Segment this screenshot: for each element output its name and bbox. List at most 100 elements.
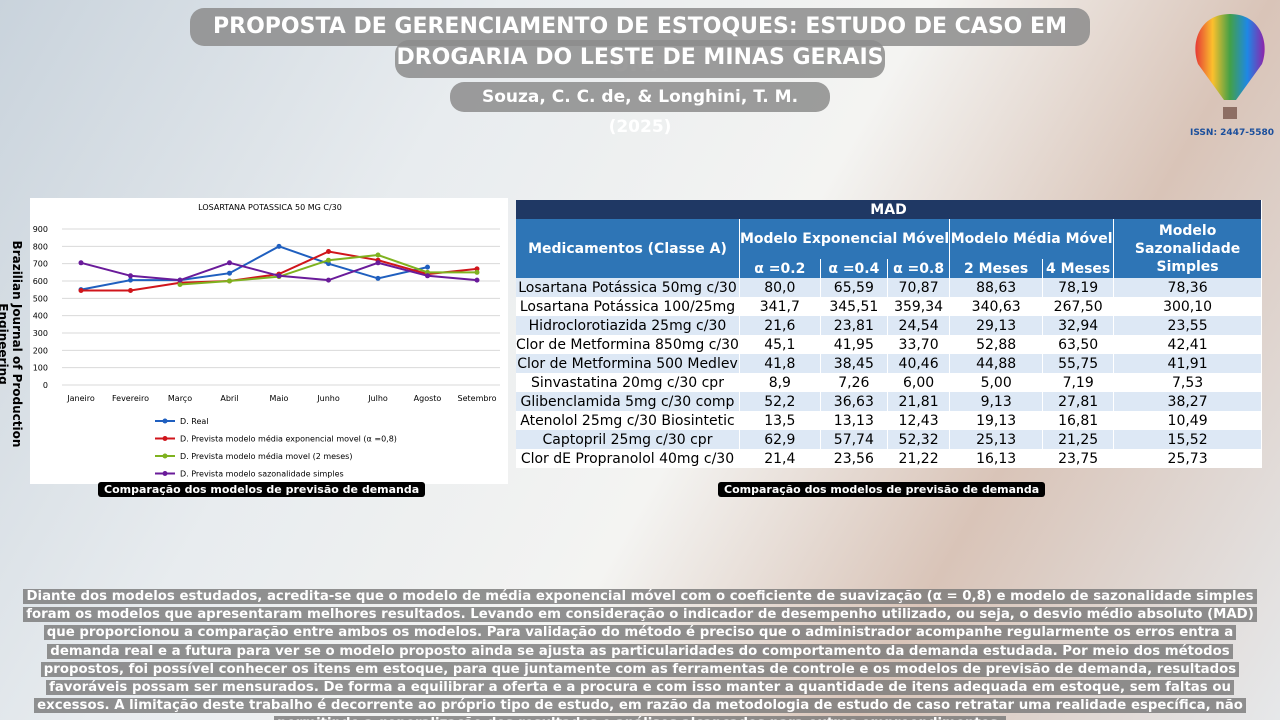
row: Clor de Metformina 500 Medlev 41,8 38,45 40…: [516, 354, 1262, 373]
cell: 32,94: [1042, 316, 1115, 335]
cell: 41,95: [820, 335, 889, 354]
cell: Modelo Média Móvel: [949, 219, 1115, 259]
x-tick-label: Abril: [220, 394, 238, 403]
cell: 40,46: [887, 354, 951, 373]
row: Medicamentos (Classe A) Modelo Exponencia…: [516, 219, 1262, 278]
chart-title: LOSARTANA POTASSICA 50 MG C/30: [198, 203, 342, 212]
point: [375, 275, 381, 281]
cell: 23,81: [820, 316, 889, 335]
cell: 2 Meses: [949, 259, 1044, 278]
row: Sinvastatina 20mg c/30 cpr 8,9 7,26 6,00 5,0…: [516, 373, 1262, 392]
row: Captopril 25mg c/30 cpr 62,9 57,74 52,32 25,…: [516, 430, 1262, 449]
point: [227, 278, 232, 284]
point: [425, 269, 430, 275]
y-tick-label: 300: [33, 329, 48, 338]
journal-name: Brazilian Journal of Production Engineer…: [0, 240, 24, 448]
series-line: [80, 245, 428, 291]
row: Losartana Potássica 100/25mg 341,7 345,51 3…: [516, 297, 1262, 316]
cell: α =0.8: [887, 259, 951, 278]
point: [326, 257, 331, 263]
cell: 21,6: [739, 316, 821, 335]
title: PROPOSTA DE GERENCIAMENTO DE ESTOQUES: E…: [190, 8, 1090, 77]
cell: Losartana Potássica 100/25mg: [516, 297, 740, 316]
cell: 300,10: [1113, 297, 1262, 316]
cell: 41,91: [1113, 354, 1262, 373]
cell: Atenolol 25mg c/30 Biosintetic: [516, 411, 740, 430]
point: [177, 277, 183, 283]
cell: Clor de Metformina 500 Medlev: [516, 354, 740, 373]
cell: MAD: [516, 200, 1262, 219]
caption: Comparação dos modelos de previsão de de…: [98, 482, 426, 497]
point: [276, 273, 282, 279]
cell: Clor de Metformina 850mg c/30: [516, 335, 740, 354]
cell: 10,49: [1113, 411, 1262, 430]
cell: 345,51: [820, 297, 889, 316]
series-line: [81, 250, 478, 292]
x-tick-label: Fevereiro: [112, 394, 149, 403]
x-tick-label: Agosto: [414, 394, 442, 403]
y-tick-label: 500: [33, 294, 48, 303]
cell: 341,7: [739, 297, 821, 316]
point: [474, 269, 480, 275]
y-tick-label: 200: [33, 346, 48, 355]
cell: 4 Meses: [1042, 259, 1115, 278]
cell: 38,45: [820, 354, 889, 373]
cell: 359,34: [887, 297, 951, 316]
legend-label: D. Prevista modelo sazonalidade simples: [180, 470, 344, 479]
cell: 19,13: [949, 411, 1044, 430]
point: [78, 260, 84, 266]
issn: ISSN: 2447-5580: [1190, 128, 1275, 138]
cell: 25,73: [1113, 449, 1262, 468]
cell: 24,54: [887, 316, 951, 335]
cell: 52,88: [949, 335, 1044, 354]
cell: 7,53: [1113, 373, 1262, 392]
cell: 88,63: [949, 278, 1044, 297]
chart: LOSARTANA POTASSICA 50 MG C/30 0 100 200 30…: [30, 198, 508, 484]
cell: 6,00: [887, 373, 951, 392]
x-tick-label: Setembro: [458, 394, 497, 403]
x-tick-label: Janeiro: [66, 394, 95, 403]
cell: 65,59: [820, 278, 889, 297]
cell: 12,43: [887, 411, 951, 430]
cell: 42,41: [1113, 335, 1262, 354]
summary-text: Diante dos modelos estudados, acredita-s…: [23, 589, 1257, 720]
point: [227, 260, 232, 266]
cell: Sinvastatina 20mg c/30 cpr: [516, 373, 740, 392]
cell: 23,75: [1042, 449, 1115, 468]
mad-table: MAD Medicamentos (Classe A) Modelo Exponen…: [516, 200, 1262, 468]
title: DROGARIA DO LESTE DE MINAS GERAIS: [395, 40, 885, 78]
cell: 52,2: [739, 392, 821, 411]
y-tick-label: 800: [33, 242, 48, 251]
point: [375, 252, 381, 258]
point: [128, 273, 133, 279]
point: [78, 288, 84, 294]
summary: Diante dos modelos estudados, acredita-s…: [15, 588, 1265, 720]
caption: Comparação dos modelos de previsão de de…: [718, 482, 1046, 497]
cell: 21,22: [887, 449, 951, 468]
legend-label: D. Prevista modelo média movel (2 meses): [180, 451, 352, 461]
legend-swatch: [162, 436, 168, 441]
row: Losartana Potássica 50mg c/30 80,0 65,59 70…: [516, 278, 1262, 297]
row: Hidroclorotiazida 25mg c/30 21,6 23,81 24,5…: [516, 316, 1262, 335]
point: [425, 273, 430, 279]
point: [128, 277, 133, 283]
cell: 16,13: [949, 449, 1044, 468]
y-tick-label: 600: [33, 277, 48, 286]
cell: Losartana Potássica 50mg c/30: [516, 278, 740, 297]
y-tick-label: 100: [33, 364, 48, 373]
cell: 16,81: [1042, 411, 1115, 430]
cell: 70,87: [887, 278, 951, 297]
point: [425, 264, 430, 270]
cell: 44,88: [949, 354, 1044, 373]
cell: 57,74: [820, 430, 889, 449]
cell: Medicamentos (Classe A): [516, 219, 740, 278]
cell: Glibenclamida 5mg c/30 comp: [516, 392, 740, 411]
row: MAD: [516, 200, 1262, 219]
cell: 7,19: [1042, 373, 1115, 392]
y-tick-label: 700: [33, 260, 48, 269]
balloon-logo: [1195, 14, 1265, 119]
point: [326, 249, 331, 255]
point: [177, 281, 183, 287]
cell: Captopril 25mg c/30 cpr: [516, 430, 740, 449]
